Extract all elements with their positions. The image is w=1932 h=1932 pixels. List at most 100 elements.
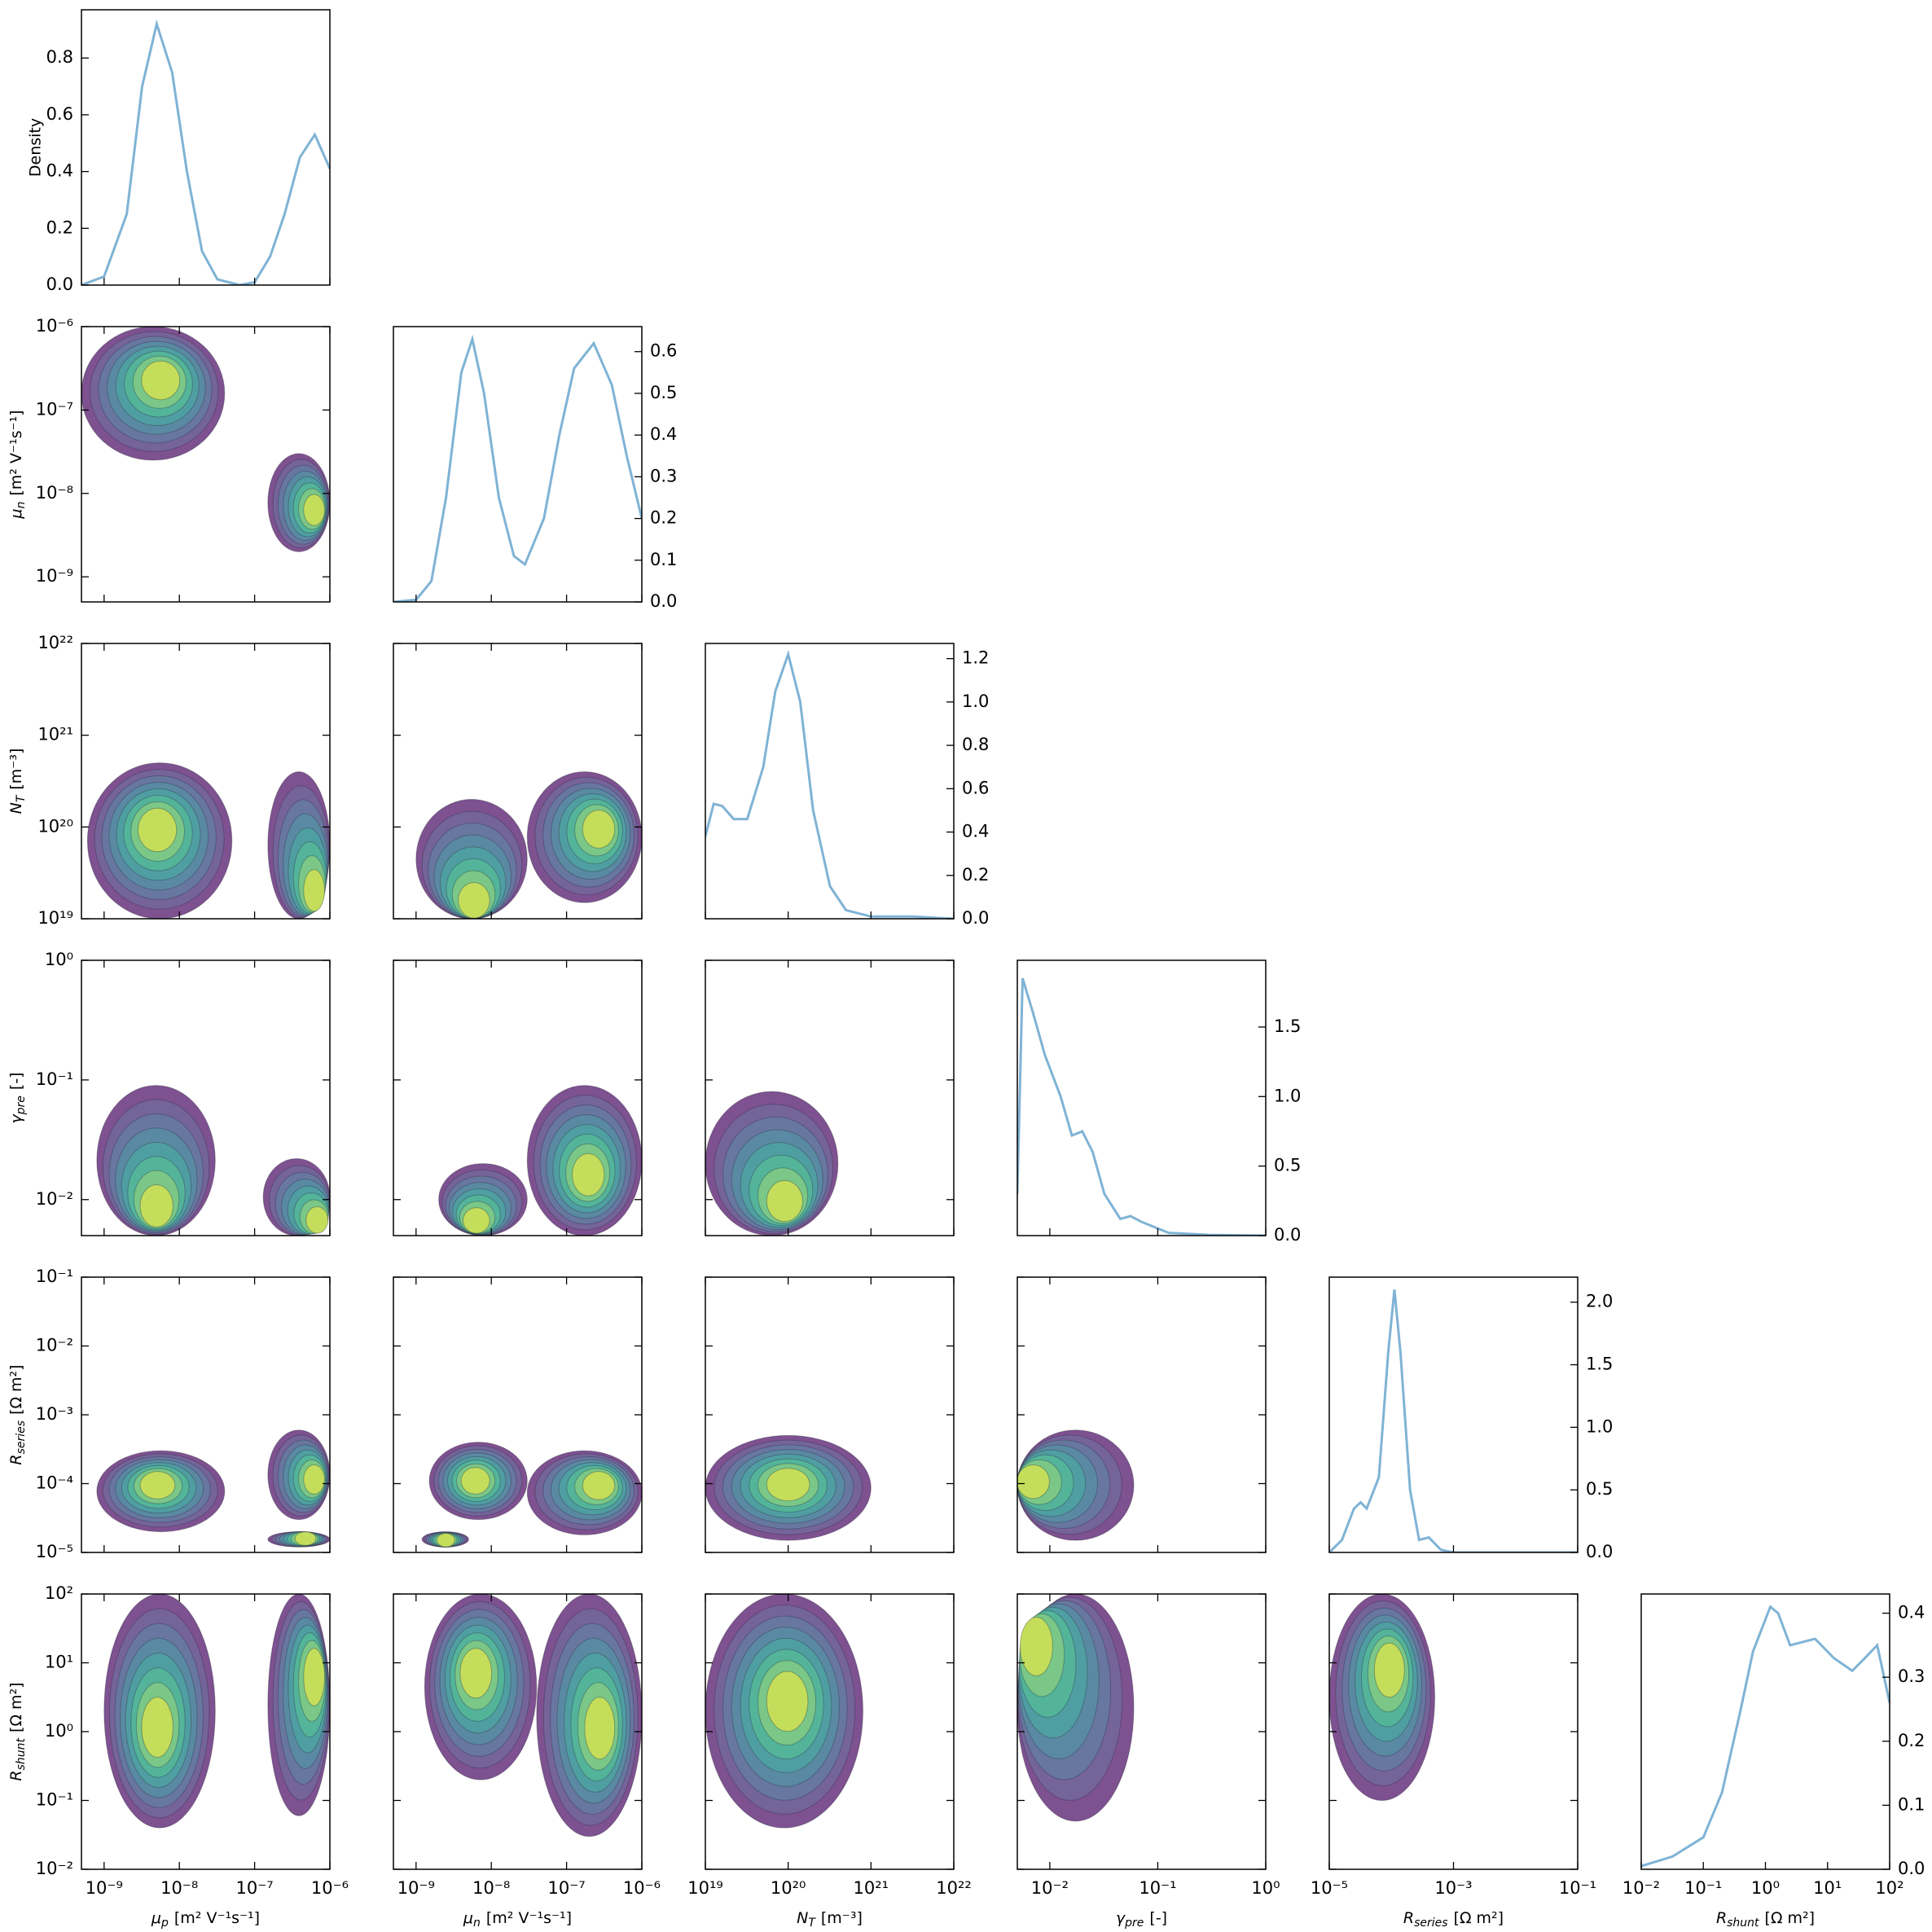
- x-tick-label: 10⁰: [1751, 1878, 1780, 1898]
- axis-label: NT [m⁻³]: [7, 749, 29, 815]
- axis-symbol: γ: [1116, 1909, 1126, 1927]
- panel: 0.0 0.5 1.0 1.5: [1016, 959, 1301, 1245]
- y-tick-label: 0.6: [46, 104, 73, 124]
- axis-label: Rseries [Ω m²]: [7, 1364, 29, 1464]
- axis-unit: [m⁻³]: [821, 1909, 863, 1927]
- axis-symbol: μ: [7, 508, 25, 519]
- contour-level: [463, 1207, 490, 1234]
- y-tick-label: 10⁻⁷: [36, 399, 73, 419]
- panel-frame: [705, 959, 955, 1236]
- axis-unit: [m² V⁻¹s⁻¹]: [174, 1909, 260, 1927]
- x-tick-label: 10⁻⁶: [311, 1878, 349, 1898]
- contours: [421, 1442, 642, 1548]
- contours: [86, 762, 330, 919]
- x-tick-label: 10⁻¹: [1139, 1878, 1176, 1898]
- y-tick-label: 0.2: [1898, 1731, 1925, 1750]
- contours: [705, 1594, 863, 1829]
- density-line: [1017, 977, 1266, 1236]
- y-tick-label: 0.0: [962, 908, 989, 928]
- contour-level: [303, 1648, 325, 1706]
- axis-symbol: R: [1716, 1909, 1727, 1927]
- x-tick-label: 10¹⁹: [687, 1878, 723, 1898]
- panel: [393, 643, 643, 920]
- y-tick-label: 10⁻¹: [36, 1267, 73, 1286]
- panel-frame: [81, 1593, 331, 1870]
- x-tick-label: 10⁻⁹: [86, 1878, 123, 1898]
- y-tick-label: 0.1: [650, 550, 677, 569]
- y-tick-label: 0.8: [962, 735, 989, 754]
- y-tick-label: 0.4: [962, 822, 989, 841]
- contours: [96, 1429, 330, 1548]
- panel-frame: [1016, 1276, 1267, 1553]
- panel: 10⁻⁵ 10⁻³ 10⁻¹: [1311, 1593, 1596, 1898]
- y-tick-label: 0.4: [46, 161, 73, 181]
- y-tick-label: 10²²: [37, 633, 73, 652]
- contour-level: [1017, 1464, 1050, 1499]
- y-tick-label: 0.0: [1274, 1225, 1301, 1245]
- contour-level: [572, 1153, 605, 1197]
- panel-frame: [393, 643, 643, 920]
- axis-label: μp [m² V⁻¹s⁻¹]: [151, 1909, 260, 1930]
- panel: 0.0 0.2 0.4 0.6 0.8 1.0 1.2: [705, 643, 989, 928]
- axis-label: Rshunt [Ω m²]: [7, 1682, 29, 1781]
- panel: 0.0 0.5 1.0 1.5 2.0: [1328, 1276, 1613, 1561]
- x-tick-label: 10⁻⁸: [160, 1878, 198, 1898]
- x-tick-label: 10⁻²: [1031, 1878, 1069, 1898]
- axis-symbol: R: [7, 1454, 25, 1464]
- x-tick-label: 10²¹: [854, 1878, 889, 1898]
- panel: 10¹⁹ 10²⁰ 10²¹ 10²²: [37, 633, 331, 928]
- axis-label: μn [m² V⁻¹s⁻¹]: [7, 410, 29, 519]
- axis-symbol: R: [1403, 1909, 1414, 1927]
- panel: 10⁻² 10⁻¹ 10⁰: [1016, 1593, 1280, 1898]
- y-tick-label: 1.2: [962, 648, 989, 668]
- x-tick-label: 10²⁰: [771, 1878, 806, 1898]
- x-tick-label: 10⁻⁶: [623, 1878, 661, 1898]
- y-tick-label: 10⁻⁵: [36, 1542, 73, 1561]
- axis-label: γpre [-]: [7, 1072, 29, 1123]
- contour-level: [305, 1205, 329, 1234]
- density-line: [705, 650, 954, 919]
- axis-label: Rshunt [Ω m²]: [1716, 1909, 1815, 1930]
- panel-frame: [705, 1276, 955, 1553]
- axis-subscript: series: [15, 1420, 28, 1454]
- y-tick-label: 0.8: [46, 47, 73, 67]
- axis-subscript: p: [160, 1917, 169, 1930]
- x-tick-label: 10⁻¹: [1559, 1878, 1596, 1898]
- y-tick-label: 0.5: [1274, 1156, 1301, 1175]
- contour-level: [766, 1180, 803, 1223]
- contour-level: [458, 882, 490, 919]
- y-tick-label: 10⁻¹: [36, 1790, 73, 1810]
- panel-frame: [393, 1593, 643, 1870]
- y-tick-label: 0.2: [650, 508, 677, 528]
- contour-level: [141, 360, 181, 401]
- axis-unit: [Ω m²]: [7, 1364, 25, 1415]
- axis-unit: [Ω m²]: [7, 1682, 25, 1732]
- axis-unit: [Ω m²]: [1765, 1909, 1816, 1927]
- y-tick-label: 1.0: [1586, 1416, 1613, 1436]
- panel: 0.0 0.1 0.2 0.3 0.4 10⁻² 10⁻¹ 10⁰ 10¹ 10²: [1622, 1593, 1925, 1898]
- x-tick-label: 10²²: [936, 1878, 972, 1898]
- contour-level: [766, 1671, 809, 1732]
- y-tick-label: 10⁻⁴: [36, 1473, 73, 1493]
- y-tick-label: 0.0: [1586, 1542, 1613, 1561]
- panel: [705, 959, 955, 1236]
- contour-level: [303, 869, 325, 912]
- contour-level: [766, 1468, 810, 1502]
- axis-symbol: μ: [463, 1909, 473, 1927]
- x-tick-label: 10²: [1875, 1878, 1903, 1898]
- y-tick-label: 0.6: [962, 778, 989, 797]
- contour-level: [459, 1648, 493, 1699]
- y-tick-label: 0.1: [1898, 1794, 1925, 1814]
- panel-frame: [81, 959, 331, 1236]
- panel-frame: [1640, 1593, 1890, 1870]
- panel: 10¹⁹ 10²⁰ 10²¹ 10²²: [687, 1593, 972, 1898]
- density-line: [81, 19, 330, 285]
- x-tick-label: 10⁻⁹: [397, 1878, 435, 1898]
- y-tick-label: 0.0: [46, 274, 73, 294]
- panel-frame: [705, 643, 955, 920]
- contours: [96, 1085, 330, 1236]
- panel-frame: [81, 9, 331, 286]
- x-tick-label: 10⁻⁸: [472, 1878, 510, 1898]
- axis-label: Density: [27, 118, 45, 177]
